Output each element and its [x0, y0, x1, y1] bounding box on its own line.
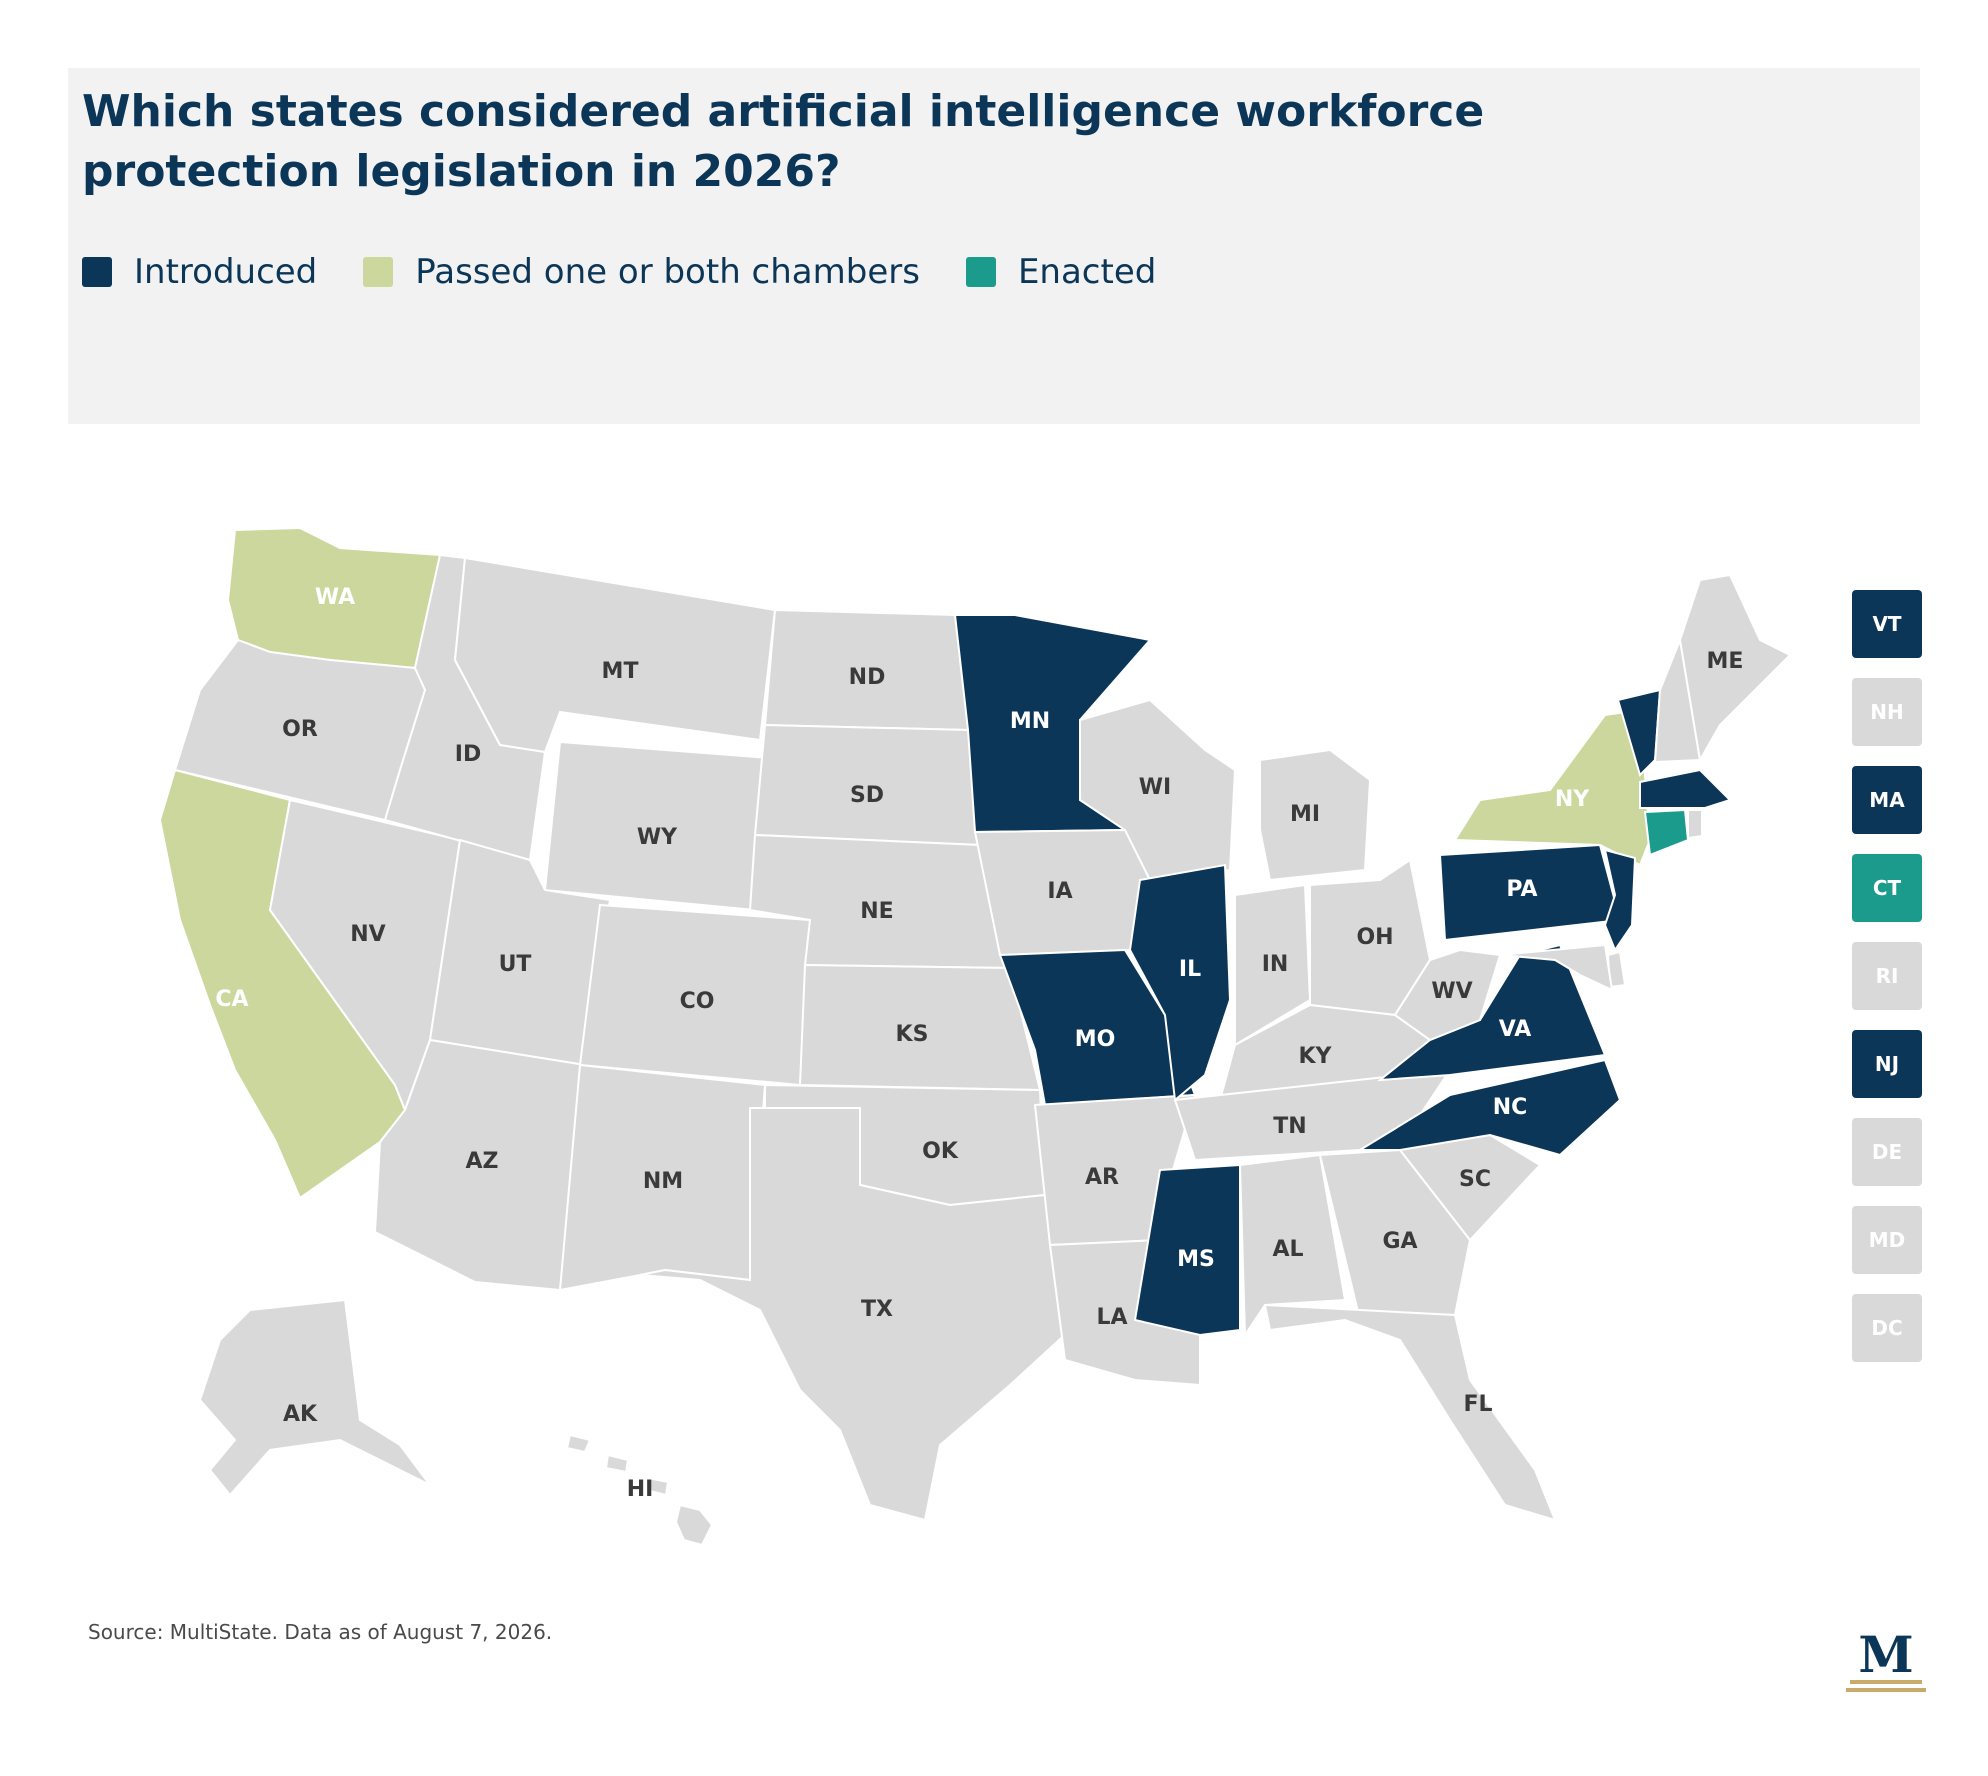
- legend-item-enacted: Enacted: [965, 252, 1157, 292]
- state-label-mt: MT: [602, 659, 639, 684]
- state-nj: [1603, 848, 1637, 953]
- state-label-va: VA: [1499, 1017, 1532, 1042]
- state-ri: [1687, 809, 1703, 840]
- legend-item-introduced: Introduced: [82, 252, 317, 292]
- state-label-ny: NY: [1555, 787, 1590, 812]
- state-ms: [1133, 1163, 1241, 1337]
- state-al: [1238, 1153, 1347, 1339]
- state-label-ne: NE: [860, 899, 893, 924]
- state-box-md: MD: [1852, 1206, 1922, 1274]
- state-wi: [1079, 698, 1237, 882]
- state-label-ca: CA: [215, 987, 248, 1012]
- state-il: [1128, 863, 1232, 1102]
- state-label-mi: MI: [1290, 802, 1320, 827]
- state-box-de: DE: [1852, 1118, 1922, 1186]
- legend-item-passed: Passed one or both chambers: [363, 252, 920, 292]
- state-label-mn: MN: [1010, 709, 1050, 734]
- state-label-hi: HI: [627, 1477, 654, 1502]
- state-fl: [1263, 1303, 1557, 1522]
- state-label-pa: PA: [1506, 877, 1537, 902]
- header-panel: [68, 68, 1920, 424]
- legend-label-passed: Passed one or both chambers: [415, 252, 920, 292]
- state-label-ok: OK: [922, 1139, 959, 1164]
- state-md: [1499, 943, 1614, 992]
- legend-swatch-enacted: [965, 257, 996, 287]
- legend-label-introduced: Introduced: [134, 252, 318, 292]
- state-box-ma: MA: [1852, 766, 1922, 834]
- state-label-ia: IA: [1047, 879, 1072, 904]
- state-label-oh: OH: [1356, 925, 1393, 950]
- legend-label-enacted: Enacted: [1017, 252, 1157, 292]
- state-label-nc: NC: [1493, 1095, 1528, 1120]
- state-label-ky: KY: [1299, 1044, 1333, 1069]
- state-me: [1678, 573, 1792, 763]
- legend-swatch-introduced: [82, 257, 112, 287]
- state-ny: [1453, 708, 1652, 867]
- legend: Introduced Passed one or both chambers E…: [82, 252, 1202, 292]
- state-label-id: ID: [455, 742, 481, 767]
- multistate-logo: M: [1846, 1628, 1926, 1692]
- state-label-co: CO: [680, 989, 715, 1014]
- logo-gold-bar: [1846, 1688, 1926, 1692]
- state-label-tx: TX: [861, 1297, 893, 1322]
- state-label-wv: WV: [1431, 979, 1472, 1004]
- state-label-mo: MO: [1075, 1027, 1116, 1052]
- state-box-nj: NJ: [1852, 1030, 1922, 1098]
- state-label-tn: TN: [1273, 1114, 1306, 1139]
- state-label-wi: WI: [1139, 775, 1171, 800]
- state-ak: [198, 1298, 431, 1497]
- state-ct: [1643, 808, 1690, 857]
- state-label-il: IL: [1179, 957, 1201, 982]
- state-label-ms: MS: [1177, 1247, 1215, 1272]
- source-note: Source: MultiState. Data as of August 7,…: [88, 1620, 553, 1644]
- state-label-az: AZ: [466, 1149, 499, 1174]
- logo-letter: M: [1858, 1628, 1913, 1684]
- state-box-nh: NH: [1852, 678, 1922, 746]
- state-label-ga: GA: [1382, 1229, 1417, 1254]
- state-box-vt: VT: [1852, 590, 1922, 658]
- state-label-sd: SD: [850, 783, 884, 808]
- state-label-ks: KS: [896, 1022, 929, 1047]
- state-label-al: AL: [1272, 1237, 1303, 1262]
- state-mt: [453, 556, 777, 754]
- state-nc: [1356, 1058, 1622, 1157]
- state-label-nm: NM: [643, 1169, 683, 1194]
- state-label-ar: AR: [1085, 1165, 1119, 1190]
- state-hi: [565, 1433, 714, 1547]
- state-label-nd: ND: [849, 665, 886, 690]
- state-label-ak: AK: [283, 1402, 318, 1427]
- state-tx: [639, 1107, 1072, 1522]
- state-label-me: ME: [1707, 649, 1744, 674]
- state-box-ct: CT: [1852, 854, 1922, 922]
- state-mi: [1259, 748, 1372, 882]
- state-label-ut: UT: [499, 952, 532, 977]
- logo-gold-bar: [1850, 1680, 1922, 1684]
- state-label-sc: SC: [1459, 1167, 1491, 1192]
- map-title: Which states considered artificial intel…: [82, 86, 1485, 197]
- state-label-or: OR: [282, 717, 318, 742]
- state-label-fl: FL: [1463, 1392, 1492, 1417]
- state-label-wy: WY: [637, 825, 678, 850]
- state-label-la: LA: [1096, 1305, 1127, 1330]
- state-ma: [1639, 768, 1732, 809]
- state-box-dc: DC: [1852, 1294, 1922, 1362]
- state-label-nv: NV: [350, 922, 385, 947]
- us-state-map: WA OR CA NV ID MT WY UT AZ CO NM ND SD NE KS OK TX MN IA MO…: [158, 526, 1792, 1547]
- legend-swatch-passed: [363, 257, 394, 287]
- state-label-in: IN: [1262, 952, 1289, 977]
- state-label-wa: WA: [315, 585, 355, 610]
- state-box-ri: RI: [1852, 942, 1922, 1010]
